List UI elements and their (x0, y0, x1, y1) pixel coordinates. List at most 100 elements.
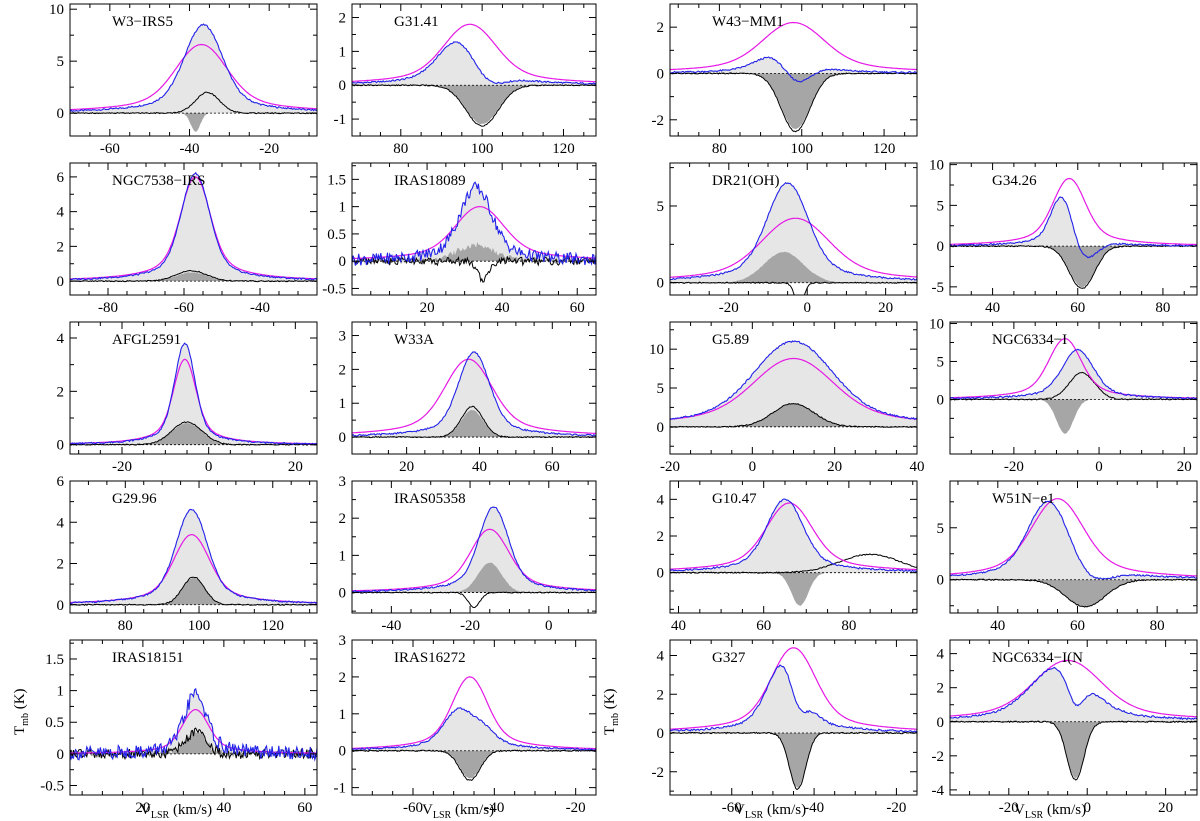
panel-title: G31.41 (394, 14, 439, 30)
x-tick-label: 40 (990, 618, 1005, 634)
y-tick-label: 4 (937, 647, 945, 663)
plot-area-0 (70, 23, 317, 132)
y-tick-label: 1.5 (45, 652, 64, 668)
panel-title: IRAS18089 (394, 173, 466, 189)
fill-light-10 (950, 349, 1197, 400)
y-axis-title-right: Tmb (K) (602, 688, 621, 735)
y-tick-label: 2 (57, 384, 65, 400)
y-tick-label: 0 (937, 239, 945, 255)
y-tick-label: 0 (339, 78, 347, 94)
y-tick-label: 0.5 (327, 227, 346, 243)
series-blue-18 (950, 666, 1197, 721)
x-tick-label: -60 (100, 141, 120, 157)
x-tick-label: 80 (1150, 618, 1165, 634)
x-tick-label: 0 (803, 300, 811, 316)
x-tick-label: 40 (910, 459, 925, 475)
y-tick-label: 2 (339, 11, 347, 27)
x-tick-label: -40 (180, 141, 200, 157)
y-tick-label: 5 (937, 354, 945, 370)
plot-area-10 (950, 338, 1197, 434)
fill-dark-2 (670, 73, 917, 130)
x-tick-label: 120 (262, 618, 285, 634)
series-black-18 (950, 720, 1197, 781)
x-tick-label: -20 (719, 300, 739, 316)
x-tick-label: 80 (118, 618, 133, 634)
y-tick-label: 4 (57, 205, 65, 221)
y-tick-label: 3 (339, 474, 347, 490)
y-tick-label: 0 (339, 254, 347, 270)
panel-title: G29.96 (112, 491, 157, 507)
fill-dark-11 (70, 577, 317, 606)
series-blue-10 (950, 348, 1197, 400)
x-tick-label: 20 (420, 300, 435, 316)
y-tick-label: 0 (57, 274, 65, 290)
panel-title: W3−IRS5 (112, 14, 173, 30)
y-tick-label: -0.5 (40, 779, 64, 795)
panel-12: -40 -20 0 0 1 2 3 IRAS05358 (339, 474, 597, 634)
series-magenta-2 (670, 21, 917, 71)
y-tick-label: 0 (57, 747, 65, 763)
y-tick-label: 1 (339, 44, 347, 60)
series-blue-8 (352, 351, 596, 437)
x-tick-label: -40 (804, 800, 824, 816)
fill-dark-0 (70, 112, 317, 132)
x-tick-label: -20 (999, 800, 1019, 816)
y-tick-label: 0 (657, 66, 665, 82)
x-tick-label: -60 (722, 800, 742, 816)
series-blue-16 (352, 707, 596, 751)
y-tick-label: 2 (339, 511, 347, 527)
plot-area-1 (352, 23, 596, 127)
plot-area-6 (950, 177, 1197, 289)
fill-dark-4 (352, 241, 596, 265)
panel-8: 20 40 60 0 1 2 3 W33A (339, 321, 597, 475)
y-tick-label: -2 (652, 765, 665, 781)
y-tick-label: 5 (57, 54, 65, 70)
fill-light-16 (352, 707, 596, 751)
y-tick-label: -2 (652, 113, 665, 129)
panel-2: 80 100 120 -2 0 2 W43−MM1 (652, 3, 918, 157)
x-tick-label: 100 (188, 618, 211, 634)
panel-frame-14 (949, 480, 1198, 614)
panel-title: G327 (712, 650, 746, 666)
panel-title: IRAS16272 (394, 650, 466, 666)
plot-area-3 (70, 171, 317, 283)
x-tick-label: 20 (399, 459, 414, 475)
fill-dark-6 (950, 245, 1197, 288)
x-tick-label: -40 (484, 800, 504, 816)
x-tick-label: 80 (841, 618, 856, 634)
panel-title: G10.47 (712, 491, 757, 507)
x-tick-label: 60 (1070, 618, 1085, 634)
x-tick-label: -40 (250, 300, 270, 316)
fill-dark-5 (670, 251, 917, 284)
panel-frame-12 (351, 480, 597, 614)
fill-dark-15 (70, 730, 317, 758)
x-tick-label: 60 (570, 300, 585, 316)
fill-light-12 (352, 507, 596, 593)
panel-frame-5 (669, 162, 918, 296)
y-tick-label: 0 (57, 598, 65, 614)
x-tick-label: -20 (460, 618, 480, 634)
panel-frame-11 (69, 480, 318, 614)
y-tick-label: 0 (339, 744, 347, 760)
y-tick-label: 0 (657, 566, 665, 582)
series-blue-6 (950, 196, 1197, 259)
series-blue-3 (70, 171, 317, 281)
x-tick-label: 40 (671, 618, 686, 634)
plot-area-18 (950, 659, 1197, 781)
fill-light-7 (70, 343, 317, 445)
fill-dark-17 (670, 732, 917, 788)
panel-title: W33A (394, 332, 434, 348)
x-tick-label: 20 (135, 800, 150, 816)
panel-15: 20 40 60 -0.5 0 0.5 1 1.5 IRAS18151 (40, 639, 318, 816)
x-tick-label: 40 (472, 459, 487, 475)
x-tick-label: -20 (259, 141, 279, 157)
y-tick-label: 0 (937, 573, 945, 589)
fill-light-18 (950, 667, 1197, 722)
panel-frame-8 (351, 321, 597, 455)
x-tick-label: 80 (712, 141, 727, 157)
plot-area-8 (352, 351, 596, 439)
x-tick-label: 40 (985, 300, 1000, 316)
series-magenta-14 (950, 498, 1197, 577)
